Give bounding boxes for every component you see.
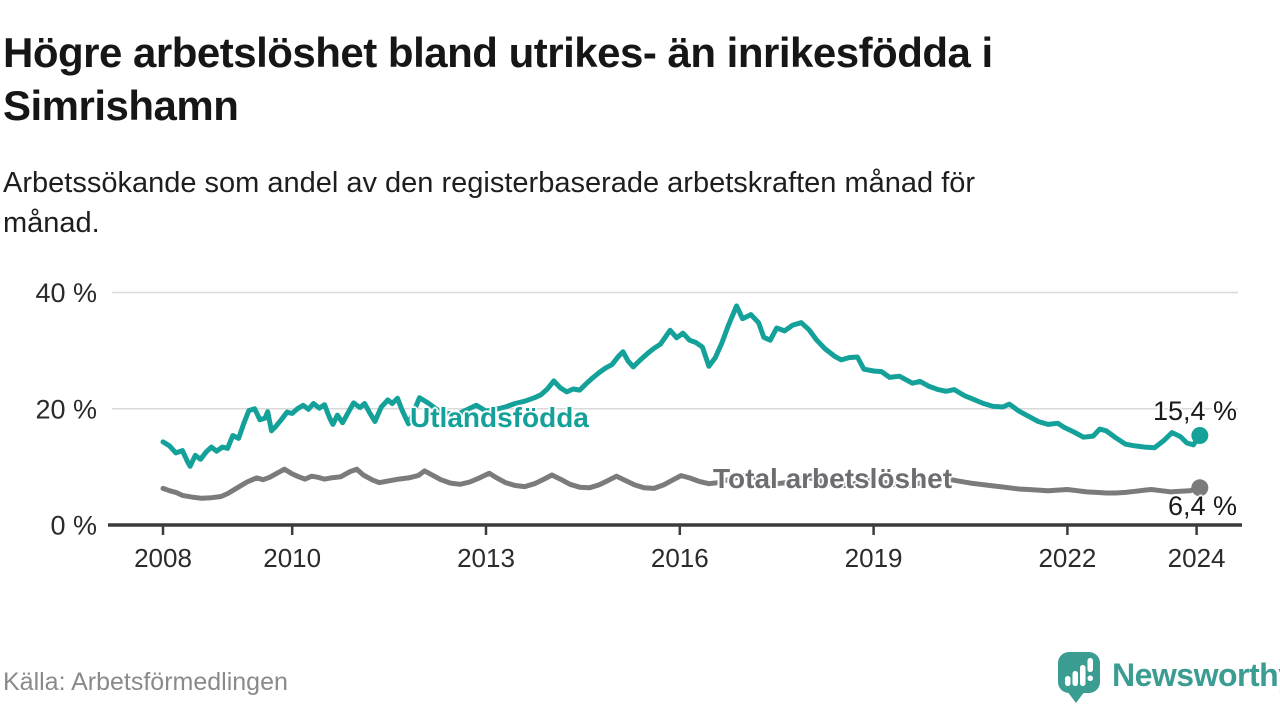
page-title: Högre arbetslöshet bland utrikes- än inr… (3, 27, 1275, 133)
page-title-line2: Simrishamn (3, 81, 239, 129)
end-dot-utlandsf-dda (1191, 426, 1209, 444)
x-tick-label-2013: 2013 (457, 543, 515, 573)
y-tick-label-40: 40 % (35, 278, 97, 308)
newsworthy-logo-icon (1056, 651, 1102, 705)
series-label-total-arbetsloshet: Total arbetslöshet (713, 463, 953, 494)
end-value-total: 6,4 % (1167, 491, 1237, 521)
chart-subtitle-line2: månad. (3, 207, 100, 240)
x-tick-label-2019: 2019 (845, 543, 903, 573)
end-dot-total-arbetsl-shet (1191, 479, 1209, 497)
chart-subtitle-line1: Arbetssökande som andel av den registerb… (3, 167, 976, 199)
x-tick-label-2022: 2022 (1038, 543, 1096, 573)
series-line-utlandsf-dda (160, 303, 1203, 469)
series-label-utlandsfodda: Utlandsfödda (410, 402, 589, 433)
x-tick-label-2016: 2016 (651, 543, 709, 573)
x-tick-label-2008: 2008 (134, 543, 192, 573)
source-attribution: Källa: Arbetsförmedlingen (3, 668, 288, 696)
series-line-total-arbetsl-shet (160, 466, 1203, 501)
x-tick-label-2024: 2024 (1168, 543, 1226, 573)
page-title-line1: Högre arbetslöshet bland utrikes- än inr… (3, 29, 993, 76)
newsworthy-logo: Newsworthy (1056, 651, 1280, 705)
logo-bubble-shape (1058, 652, 1100, 703)
y-tick-label-0: 0 % (50, 511, 97, 541)
x-tick-label-2010: 2010 (263, 543, 321, 573)
end-value-utlandsfodda: 15,4 % (1152, 396, 1237, 426)
chart-subtitle: Arbetssökande som andel av den registerb… (3, 163, 1275, 243)
y-tick-label-20: 20 % (35, 394, 97, 424)
newsworthy-logo-text: Newsworthy (1112, 656, 1280, 693)
